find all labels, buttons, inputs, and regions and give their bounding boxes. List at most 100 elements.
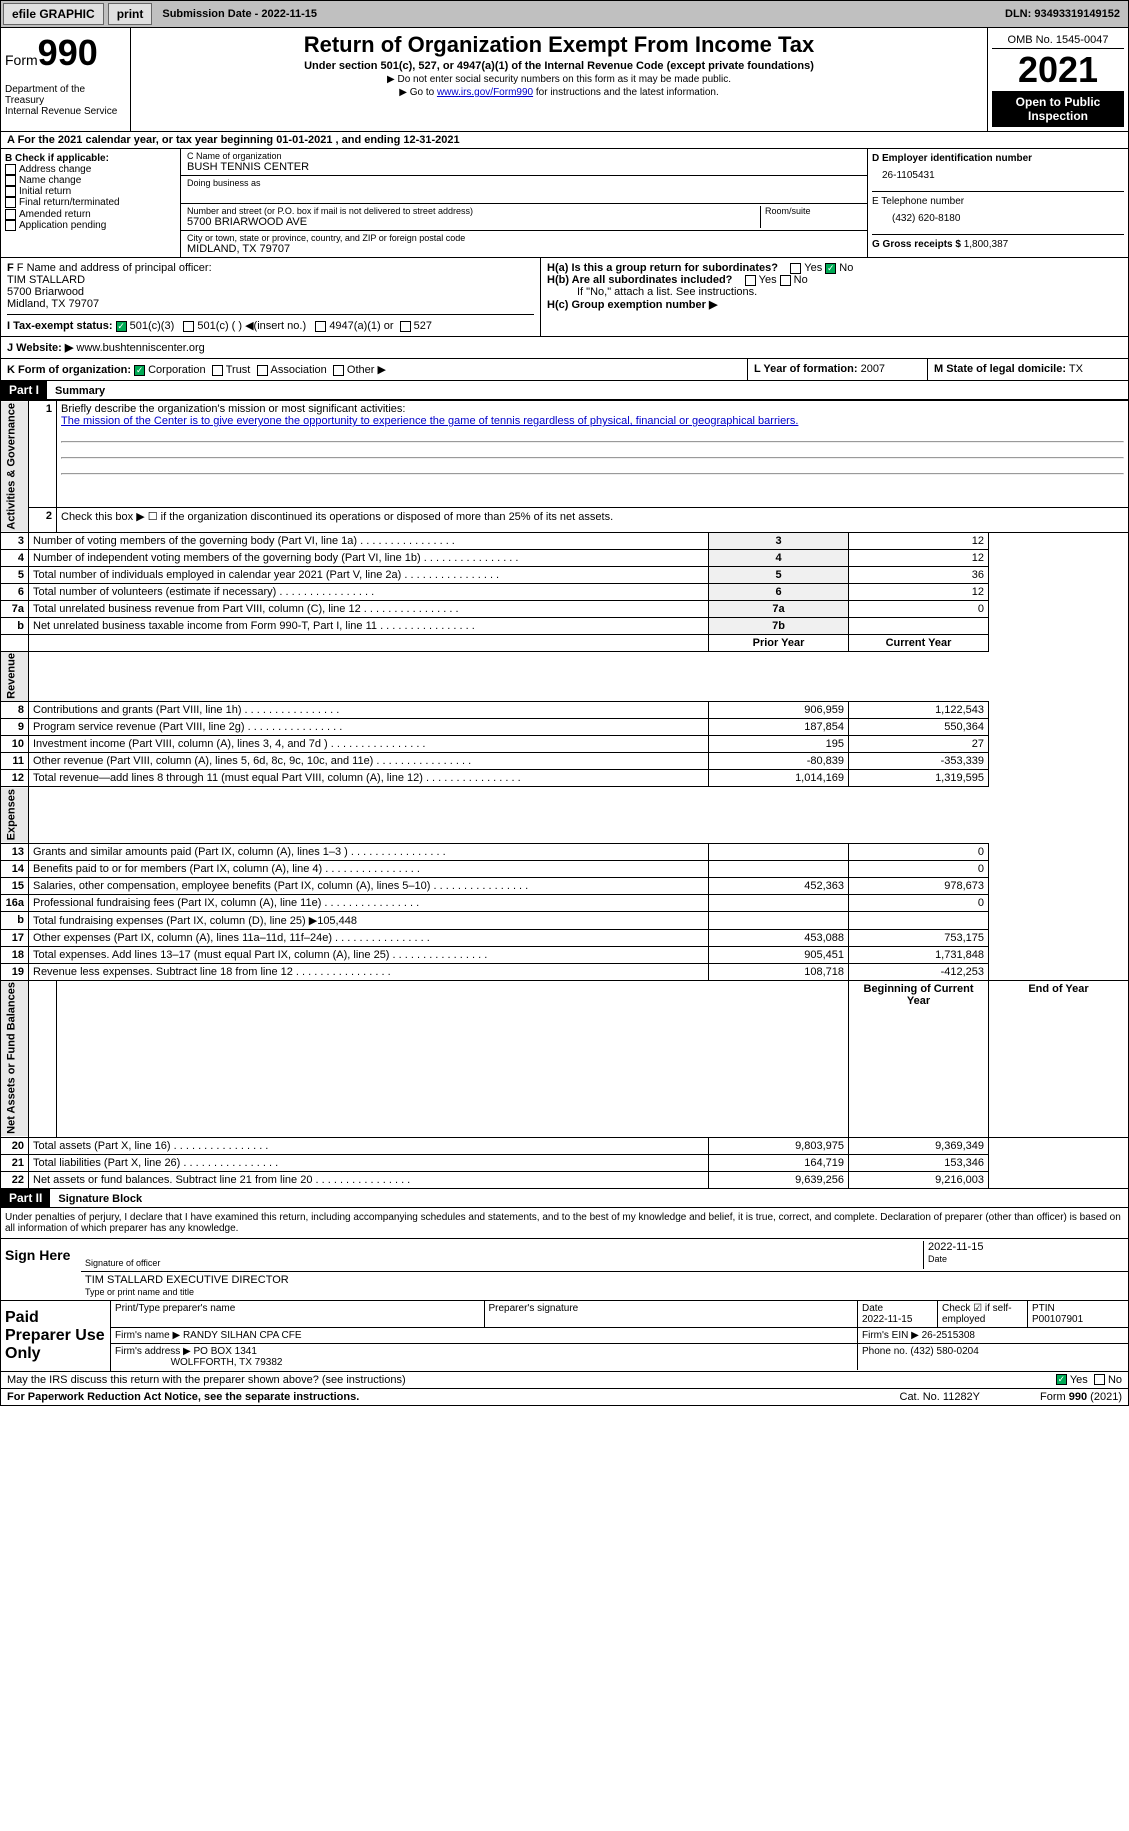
footer: For Paperwork Reduction Act Notice, see … [0,1389,1129,1406]
col-c: C Name of organizationBUSH TENNIS CENTER… [181,149,868,257]
prep-label: Paid Preparer Use Only [1,1301,111,1371]
ptin: P00107901 [1032,1314,1083,1325]
firm-addr1: PO BOX 1341 [194,1346,257,1357]
current-hdr: Current Year [849,634,989,651]
addr: 5700 BRIARWOOD AVE [187,216,760,228]
row-f: F F Name and address of principal office… [0,258,1129,337]
mission: The mission of the Center is to give eve… [61,415,798,427]
pra: For Paperwork Reduction Act Notice, see … [7,1391,900,1403]
prior-hdr: Prior Year [709,634,849,651]
ha-yes[interactable] [790,263,801,274]
tax-year: 2021 [992,49,1124,91]
tab-rev: Revenue [1,651,29,702]
city: MIDLAND, TX 79707 [187,243,861,255]
dba-label: Doing business as [187,178,861,188]
f-label: F Name and address of principal officer: [17,262,212,274]
irs-link[interactable]: www.irs.gov/Form990 [437,87,533,98]
h-note: If "No," attach a list. See instructions… [547,286,1122,298]
topbar: efile GRAPHIC print Submission Date - 20… [0,0,1129,28]
discuss-row: May the IRS discuss this return with the… [0,1372,1129,1389]
part2-bar: Part IISignature Block [0,1189,1129,1208]
form-title: Return of Organization Exempt From Incom… [135,32,983,58]
pname-label: Print/Type preparer's name [111,1301,485,1328]
form-footer: Form 990 (2021) [1040,1391,1122,1403]
firm-phone: (432) 580-0204 [910,1346,978,1357]
i-label: I Tax-exempt status: [7,320,113,332]
print-btn[interactable]: print [108,3,153,25]
phone-label: E Telephone number [872,191,1124,207]
discuss-yes[interactable] [1056,1374,1067,1385]
psig-label: Preparer's signature [485,1301,859,1328]
k-corp[interactable] [134,365,145,376]
instr1: ▶ Do not enter social security numbers o… [135,74,983,85]
form-subtitle: Under section 501(c), 527, or 4947(a)(1)… [135,60,983,72]
irs: Internal Revenue Service [5,106,126,117]
discuss: May the IRS discuss this return with the… [7,1374,1056,1386]
cbox-501c3[interactable] [116,321,127,332]
website: www.bushtenniscenter.org [76,342,204,354]
begin-hdr: Beginning of Current Year [849,980,989,1137]
submission-date: Submission Date - 2022-11-15 [162,8,317,20]
j-label: J Website: ▶ [7,342,73,354]
colb-item: Name change [5,175,176,186]
cat: Cat. No. 11282Y [900,1391,981,1403]
instr2: ▶ Go to www.irs.gov/Form990 for instruct… [135,87,983,98]
cbox-4947[interactable] [315,321,326,332]
tab-net: Net Assets or Fund Balances [1,980,29,1137]
pdate: 2022-11-15 [862,1314,912,1325]
hb-label: H(b) Are all subordinates included? [547,274,732,286]
city-label: City or town, state or province, country… [187,233,861,243]
l-label: L Year of formation: [754,363,858,375]
colb-item: Address change [5,164,176,175]
end-hdr: End of Year [989,980,1129,1137]
sig-officer-label: Signature of officer [85,1258,160,1268]
k-other[interactable] [333,365,344,376]
colb-item: Initial return [5,186,176,197]
firm: RANDY SILHAN CPA CFE [183,1330,302,1341]
hb-no[interactable] [780,275,791,286]
gross-label: G Gross receipts $ [872,239,961,250]
summary-table: Activities & Governance 1Briefly describ… [0,400,1129,1189]
col-b: B Check if applicable: Address changeNam… [1,149,181,257]
part2-hdr: Part II [1,1189,50,1207]
discuss-no[interactable] [1094,1374,1105,1385]
name-label2: Type or print name and title [85,1287,194,1297]
form-label: Form [5,52,38,68]
officer-print: TIM STALLARD EXECUTIVE DIRECTOR [85,1274,1124,1286]
row-a: A For the 2021 calendar year, or tax yea… [0,132,1129,149]
form-number: 990 [38,32,98,73]
m-label: M State of legal domicile: [934,363,1066,375]
cbox-501c[interactable] [183,321,194,332]
ein-label: D Employer identification number [872,153,1124,164]
k-trust[interactable] [212,365,223,376]
efile-btn[interactable]: efile GRAPHIC [3,3,104,25]
k-label: K Form of organization: [7,364,131,376]
phone: (432) 620-8180 [872,207,1124,234]
omb: OMB No. 1545-0047 [992,32,1124,49]
domicile: TX [1069,363,1083,375]
dept: Department of the Treasury [5,84,126,106]
sig-date: 2022-11-15 [928,1241,1124,1253]
addr-label: Number and street (or P.O. box if mail i… [187,206,760,216]
q1: Briefly describe the organization's miss… [61,403,405,415]
q2: Check this box ▶ ☐ if the organization d… [57,507,1129,532]
ha-no[interactable] [825,263,836,274]
cbox-527[interactable] [400,321,411,332]
k-assoc[interactable] [257,365,268,376]
hb-yes[interactable] [745,275,756,286]
hc-label: H(c) Group exemption number ▶ [547,299,717,311]
officer-addr1: 5700 Briarwood [7,286,534,298]
colb-label: B Check if applicable: [5,153,176,164]
room-label: Room/suite [765,206,861,216]
part1-hdr: Part I [1,381,47,399]
tab-exp: Expenses [1,787,29,843]
row-k: K Form of organization: Corporation Trus… [0,359,1129,381]
col-d: D Employer identification number 26-1105… [868,149,1128,257]
tab-ag: Activities & Governance [1,401,29,533]
org-name: BUSH TENNIS CENTER [187,161,861,173]
part2-title: Signature Block [50,1191,150,1207]
preparer-section: Paid Preparer Use Only Print/Type prepar… [0,1301,1129,1372]
gross: 1,800,387 [964,239,1009,250]
firm-ein: 26-2515308 [922,1330,975,1341]
colb-item: Final return/terminated [5,197,176,208]
